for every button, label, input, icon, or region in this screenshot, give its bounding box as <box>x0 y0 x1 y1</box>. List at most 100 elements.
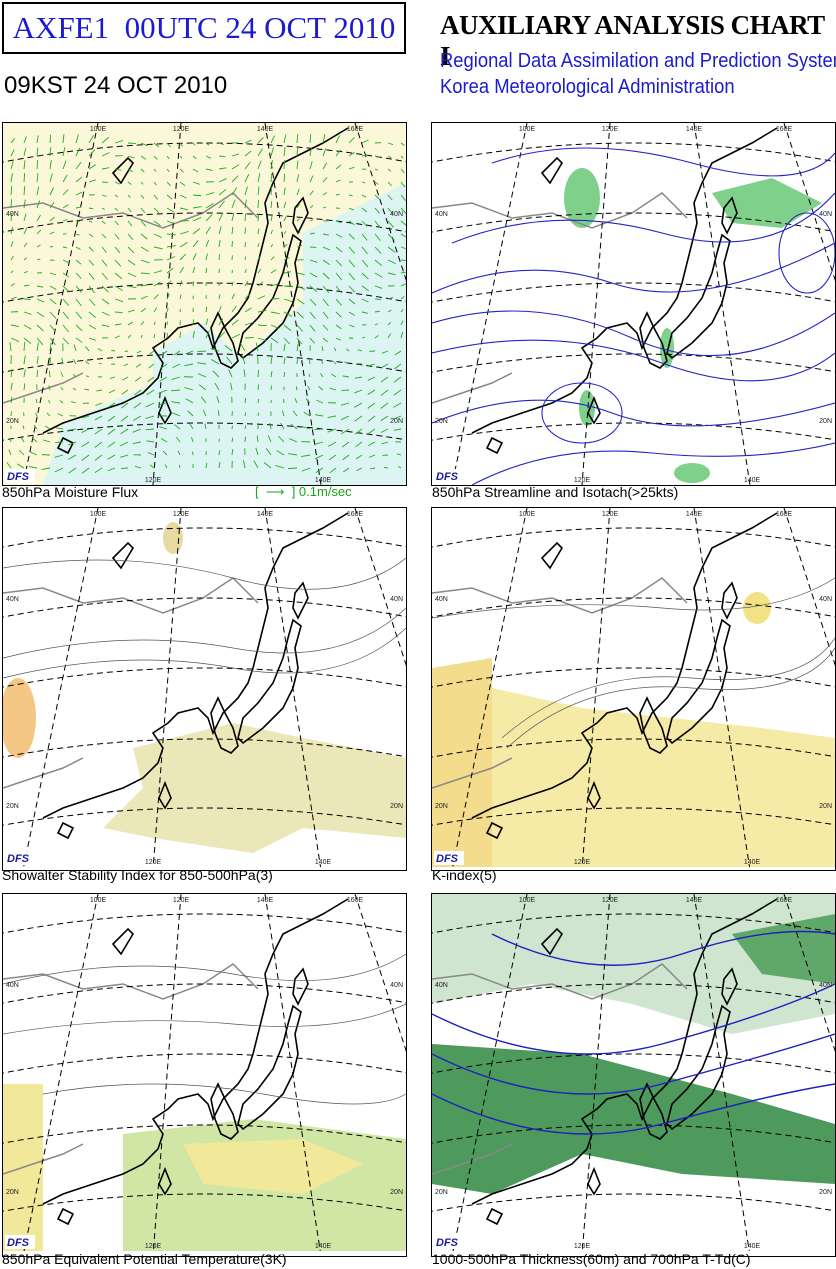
flux-arrow <box>205 226 211 235</box>
lon-label: 120E <box>602 126 619 133</box>
flux-arrow <box>60 386 64 391</box>
flux-arrow <box>224 345 233 352</box>
flux-arrow <box>88 164 97 170</box>
flux-arrow <box>244 307 252 313</box>
flux-arrow <box>192 281 195 287</box>
flux-arrow <box>48 400 51 404</box>
flux-arrow <box>94 441 103 448</box>
flux-arrow <box>17 463 25 469</box>
flux-arrow <box>327 428 337 433</box>
flux-arrow <box>387 220 394 228</box>
lat-label: 20N <box>435 1189 448 1196</box>
streamlines <box>431 147 836 486</box>
flux-arrow <box>387 181 392 187</box>
flux-arrow <box>270 215 273 222</box>
lat-label: 20N <box>819 1189 832 1196</box>
flux-arrow <box>278 435 285 443</box>
flux-arrow <box>98 362 103 365</box>
flux-arrow <box>216 396 220 404</box>
flux-arrow <box>321 346 324 352</box>
flux-arrow <box>283 372 286 378</box>
logo-bg <box>5 1235 35 1249</box>
flux-arrow <box>341 441 350 448</box>
map-panel: 100E 120E 140E 160E 120E 140E 40N 40N 20N 20N DFS <box>0 507 474 871</box>
flux-arrow <box>270 371 273 378</box>
background <box>432 123 835 485</box>
flux-arrow <box>23 257 28 261</box>
flux-arrow <box>331 373 337 378</box>
flux-arrow <box>348 166 355 170</box>
flux-arrow <box>101 285 109 293</box>
logo-bg <box>434 1235 464 1249</box>
flux-arrow <box>283 160 286 170</box>
flux-arrow <box>88 259 95 266</box>
flux-arrow <box>374 335 379 339</box>
flux-arrow <box>28 466 38 469</box>
flux-arrow <box>101 167 110 170</box>
flux-arrow <box>400 155 404 159</box>
flux-arrow <box>335 164 342 170</box>
flux-arrow <box>244 199 247 209</box>
flux-arrow <box>107 467 116 472</box>
lon-label: 120E <box>574 477 591 484</box>
flux-arrow <box>381 350 389 354</box>
flux-arrow <box>340 402 350 406</box>
flux-arrow <box>123 363 129 367</box>
flux-arrow <box>153 181 157 186</box>
flux-arrow <box>153 294 159 300</box>
flux-arrow <box>374 298 382 301</box>
flux-arrow <box>322 148 327 157</box>
flux-arrow <box>309 337 315 344</box>
lon-label: 100E <box>90 511 107 518</box>
flux-arrow <box>49 147 52 157</box>
flux-arrow <box>393 376 402 383</box>
flux-arrow <box>374 207 380 214</box>
flux-arrow <box>127 285 137 289</box>
flux-arrow <box>136 350 142 354</box>
flux-arrow <box>48 385 51 391</box>
flux-arrow <box>179 266 185 274</box>
flux-arrow <box>36 173 39 183</box>
flux-arrow <box>381 363 389 369</box>
flux-arrow <box>309 204 314 209</box>
flux-arrow <box>88 272 95 280</box>
lon-label: 140E <box>686 897 703 904</box>
flux-arrow <box>270 229 273 235</box>
flux-arrow <box>270 256 275 261</box>
flux-arrow <box>342 454 350 461</box>
lat-label: 40N <box>435 211 448 218</box>
flux-arrow <box>120 415 129 422</box>
flux-arrow <box>114 259 122 267</box>
flux-arrow <box>218 213 224 222</box>
flux-arrow <box>36 186 40 196</box>
lon-label: 140E <box>744 859 761 866</box>
flux-arrow <box>133 402 142 409</box>
moisture-flux-map: 100E 120E 140E 160E 120E 140E 40N 40N 20N 20N DFS <box>0 122 474 486</box>
flux-arrow <box>230 382 233 391</box>
flux-arrow <box>322 206 327 209</box>
flux-arrow <box>107 415 116 422</box>
flux-arrow <box>179 207 189 211</box>
flux-arrow <box>49 216 55 222</box>
flux-arrow <box>68 467 77 474</box>
flux-arrow <box>320 373 324 378</box>
flux-arrow <box>96 389 103 392</box>
flux-arrow <box>192 319 195 326</box>
flux-arrow <box>10 255 14 261</box>
flux-arrow <box>153 194 159 200</box>
flux-arrow <box>31 437 38 443</box>
flux-arrow <box>322 324 329 331</box>
flux-arrow <box>244 397 247 404</box>
flux-arrow <box>368 454 376 458</box>
flux-arrow <box>146 389 155 396</box>
flux-arrow <box>283 357 286 365</box>
flux-arrow <box>140 321 145 326</box>
flux-arrow <box>75 259 82 265</box>
flux-arrow <box>387 309 392 313</box>
lat-label: 20N <box>390 418 403 425</box>
flux-arrow <box>140 259 150 264</box>
flux-arrow <box>218 305 222 313</box>
flux-arrow <box>387 155 392 159</box>
flux-arrow <box>62 324 69 333</box>
flux-arrow <box>114 194 119 198</box>
